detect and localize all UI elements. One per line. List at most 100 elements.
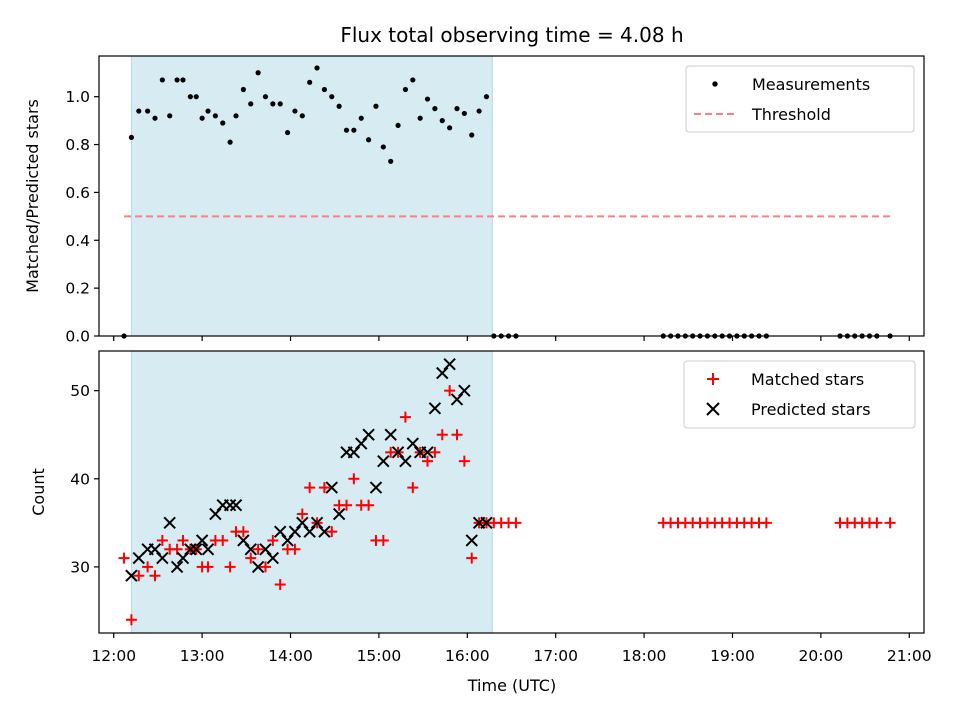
- matched-star-point: [429, 446, 441, 458]
- measurement-point: [227, 139, 233, 145]
- predicted-star-point: [273, 525, 287, 538]
- predicted-star-point: [281, 534, 294, 547]
- predicted-star-point: [176, 551, 190, 565]
- predicted-star-point: [318, 525, 331, 538]
- predicted-star-point: [347, 446, 361, 459]
- predicted-star-point: [310, 516, 324, 530]
- measurement-point: [292, 108, 298, 114]
- bottom-plot-area: [118, 358, 896, 626]
- predicted-star-point: [170, 560, 184, 574]
- x-tick-label: 15:00: [357, 647, 402, 665]
- figure-title: Flux total observing time = 4.08 h: [340, 23, 683, 47]
- y-tick-label: 0.2: [65, 280, 90, 298]
- matched-star-point: [171, 543, 183, 555]
- x-tick-label: 19:00: [710, 647, 755, 665]
- predicted-star-point: [355, 437, 368, 450]
- measurement-point: [469, 132, 475, 138]
- matched-star-point: [259, 561, 271, 573]
- measurement-point: [358, 115, 364, 121]
- measurement-point: [277, 101, 283, 107]
- legend-predicted-label: Predicted stars: [751, 400, 871, 419]
- top-axes-frame: [98, 55, 925, 337]
- predicted-star-point: [195, 534, 209, 547]
- predicted-star-point: [443, 358, 456, 371]
- measurement-point: [447, 125, 453, 131]
- measurement-point: [329, 94, 335, 100]
- y-tick-label: 0.4: [65, 232, 90, 250]
- legend-matched-label: Matched stars: [751, 370, 864, 389]
- predicted-star-point: [288, 525, 302, 538]
- measurement-point: [262, 94, 269, 100]
- y-tick-label: 0.8: [65, 136, 90, 154]
- matched-star-point: [125, 614, 137, 626]
- measurement-point: [199, 115, 205, 121]
- predicted-star-point: [391, 446, 405, 459]
- matched-star-point: [296, 508, 308, 520]
- measurement-point: [395, 122, 401, 129]
- predicted-star-point: [125, 569, 138, 582]
- matched-star-point: [289, 543, 301, 555]
- measurement-point: [159, 77, 165, 83]
- matched-star-point: [407, 482, 419, 494]
- measurement-point: [461, 110, 467, 117]
- measurement-point: [373, 103, 379, 109]
- legend-measurements-label: Measurements: [752, 75, 870, 94]
- measurement-point: [284, 129, 291, 136]
- predicted-star-point: [384, 428, 397, 441]
- predicted-star-point: [421, 446, 434, 459]
- legend-measurements-marker: [712, 81, 718, 87]
- predicted-star-point: [163, 516, 176, 530]
- measurement-point: [314, 65, 320, 71]
- matched-star-point: [451, 429, 463, 441]
- measurement-point: [174, 77, 180, 83]
- matched-star-point: [142, 561, 154, 573]
- measurement-point: [365, 137, 372, 143]
- measurement-point: [380, 144, 386, 150]
- bottom-axes-frame: [98, 350, 925, 634]
- legend-predicted-marker: [706, 402, 720, 416]
- x-axis-label: Time (UTC): [467, 676, 556, 695]
- matched-star-point: [377, 534, 389, 546]
- x-tick-label: 18:00: [622, 647, 667, 665]
- predicted-star-point: [148, 543, 162, 556]
- predicted-star-point: [369, 481, 383, 494]
- measurement-point: [180, 77, 186, 83]
- x-tick-label: 16:00: [445, 647, 490, 665]
- measurement-point: [248, 101, 254, 107]
- predicted-star-point: [332, 507, 346, 521]
- x-tick-label: 13:00: [180, 647, 225, 665]
- predicted-star-point: [266, 551, 280, 565]
- measurement-point: [220, 120, 226, 126]
- predicted-star-point: [209, 507, 222, 521]
- x-tick-label: 12:00: [91, 647, 136, 665]
- measurement-point: [212, 113, 218, 119]
- top-y-ticks: 0.0 0.2 0.4 0.6 0.8 1.0: [65, 88, 99, 346]
- matched-star-point: [217, 534, 229, 546]
- y-tick-label: 1.0: [65, 88, 90, 106]
- matched-star-point: [118, 552, 130, 564]
- predicted-star-point: [399, 454, 412, 468]
- predicted-star-point: [244, 543, 257, 556]
- matched-star-point: [318, 482, 330, 494]
- predicted-star-point: [303, 525, 316, 538]
- measurement-point: [193, 94, 199, 100]
- measurement-point: [483, 94, 490, 100]
- legend-threshold-label: Threshold: [751, 105, 831, 124]
- y-tick-label: 0.0: [65, 328, 90, 346]
- predicted-star-point: [325, 481, 338, 494]
- matched-star-point: [341, 499, 352, 511]
- x-tick-label: 14:00: [268, 647, 313, 665]
- predicted-star-point: [251, 560, 265, 574]
- matched-star-point: [466, 552, 478, 564]
- predicted-star-point: [229, 499, 243, 512]
- measurement-point: [299, 113, 305, 119]
- measurement-point: [145, 108, 151, 114]
- matched-star-point: [444, 385, 456, 397]
- matched-star-point: [348, 473, 360, 485]
- matched-star-point: [363, 499, 375, 511]
- top-legend-box: [685, 65, 915, 133]
- matched-star-point: [458, 455, 470, 467]
- measurement-point: [439, 118, 445, 124]
- legend-matched-marker: [707, 373, 719, 385]
